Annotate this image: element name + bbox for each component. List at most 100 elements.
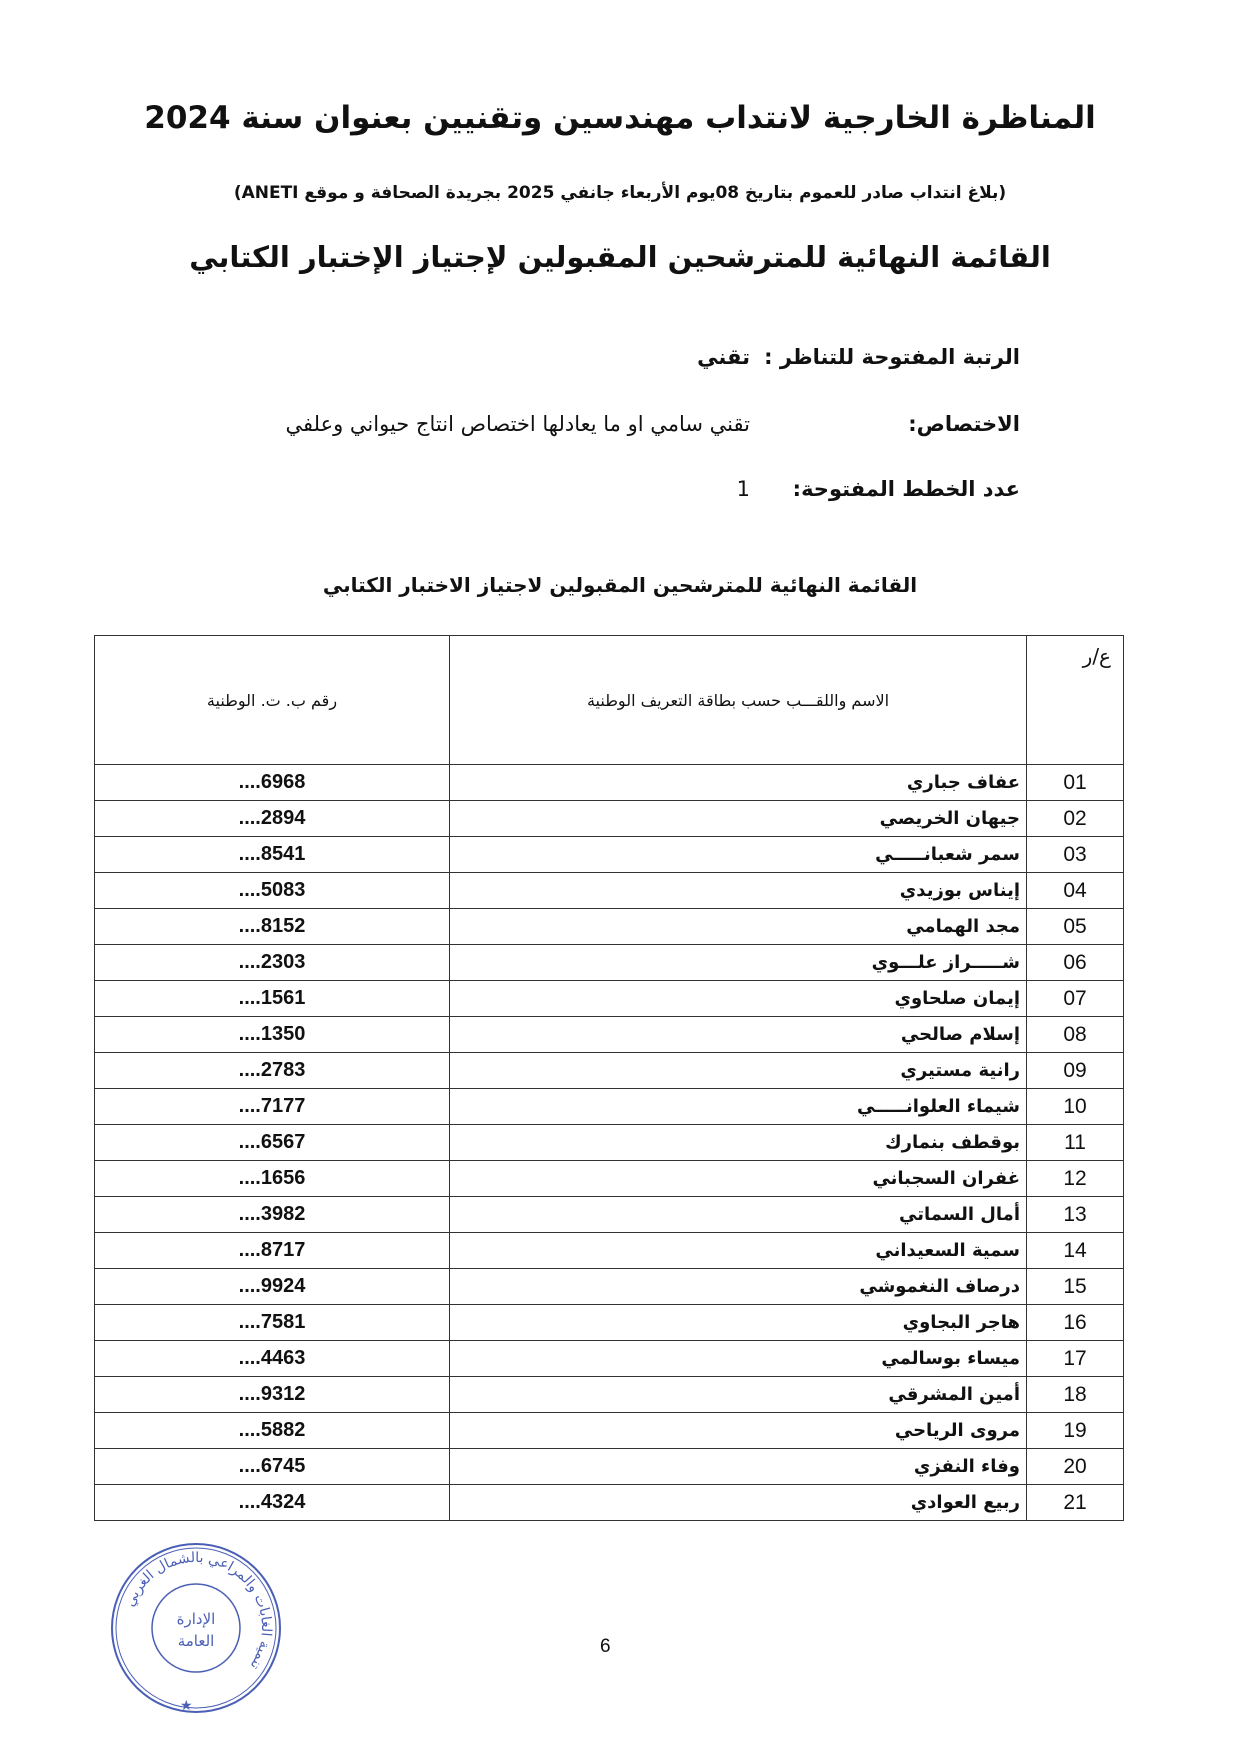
cell-id: ....9924 [94, 1268, 450, 1305]
cell-num: 09 [1026, 1052, 1124, 1089]
table-row: 13 أمال السماتي ....3982 [94, 1196, 1124, 1233]
table-row: 11 بوقطف بنمارك ....6567 [94, 1124, 1124, 1161]
table-row: 03 سمر شعبانـــــي ....8541 [94, 836, 1124, 873]
official-stamp: تنمية الغابات والمراعي بالشمال الغربي ال… [111, 1543, 281, 1714]
page-number: 6 [600, 1636, 611, 1657]
cell-id: ....8541 [94, 836, 450, 873]
list-title: القائمة النهائية للمترشحين المقبولين لإج… [189, 240, 1051, 274]
cell-num: 06 [1026, 944, 1124, 981]
cell-name: بوقطف بنمارك [449, 1124, 1027, 1161]
table-row: 20 وفاء النفزي ....6745 [94, 1448, 1124, 1485]
stamp-center-line2: العامة [178, 1632, 215, 1650]
field-value: تقني سامي او ما يعادلها اختصاص انتاج حيو… [285, 412, 750, 436]
cell-name: مروى الرياحي [449, 1412, 1027, 1449]
cell-num: 05 [1026, 908, 1124, 945]
cell-num: 13 [1026, 1196, 1124, 1233]
table-row: 08 إسلام صالحي ....1350 [94, 1016, 1124, 1053]
cell-name: إيناس بوزيدي [449, 872, 1027, 909]
cell-num: 18 [1026, 1376, 1124, 1413]
table-row: 10 شيماء العلوانـــــي ....7177 [94, 1088, 1124, 1125]
cell-name: أمين المشرقي [449, 1376, 1027, 1413]
cell-name: سمية السعيداني [449, 1232, 1027, 1269]
candidates-table: ع/ر الاسم واللقـــب حسب بطاقة التعريف ال… [94, 635, 1124, 1521]
cell-num: 11 [1026, 1124, 1124, 1161]
cell-id: ....8717 [94, 1232, 450, 1269]
cell-num: 20 [1026, 1448, 1124, 1485]
cell-num: 03 [1026, 836, 1124, 873]
field-positions: عدد الخطط المفتوحة: 1 [220, 477, 1020, 517]
cell-id: ....6745 [94, 1448, 450, 1485]
table-row: 21 ربيع العوادي ....4324 [94, 1484, 1124, 1521]
cell-name: إيمان صلحاوي [449, 980, 1027, 1017]
cell-id: ....7581 [94, 1304, 450, 1341]
table-row: 14 سمية السعيداني ....8717 [94, 1232, 1124, 1269]
table-row: 07 إيمان صلحاوي ....1561 [94, 980, 1124, 1017]
table-row: 01 عفاف جباري ....6968 [94, 764, 1124, 801]
cell-name: رانية مستيري [449, 1052, 1027, 1089]
table-row: 15 درصاف النغموشي ....9924 [94, 1268, 1124, 1305]
field-value: 1 [736, 477, 750, 501]
cell-id: ....4463 [94, 1340, 450, 1377]
cell-id: ....8152 [94, 908, 450, 945]
table-row: 16 هاجر البجاوي ....7581 [94, 1304, 1124, 1341]
cell-name: درصاف النغموشي [449, 1268, 1027, 1305]
cell-num: 16 [1026, 1304, 1124, 1341]
cell-id: ....3982 [94, 1196, 450, 1233]
cell-num: 02 [1026, 800, 1124, 837]
cell-name: شـــــراز علـــوي [449, 944, 1027, 981]
star-icon: ★ [180, 1698, 193, 1714]
cell-id: ....6567 [94, 1124, 450, 1161]
table-row: 09 رانية مستيري ....2783 [94, 1052, 1124, 1089]
cell-id: ....7177 [94, 1088, 450, 1125]
table-row: 04 إيناس بوزيدي ....5083 [94, 872, 1124, 909]
document-title: المناظرة الخارجية لانتداب مهندسين وتقنيي… [144, 100, 1096, 136]
field-label: عدد الخطط المفتوحة: [792, 477, 1020, 501]
field-label: الاختصاص: [908, 412, 1020, 436]
field-grade: الرتبة المفتوحة للتناظر : تقني [220, 345, 1020, 385]
cell-name: وفاء النفزي [449, 1448, 1027, 1485]
cell-num: 04 [1026, 872, 1124, 909]
table-row: 19 مروى الرياحي ....5882 [94, 1412, 1124, 1449]
header-name: الاسم واللقـــب حسب بطاقة التعريف الوطني… [449, 635, 1027, 765]
field-label: الرتبة المفتوحة للتناظر : [764, 345, 1020, 369]
cell-num: 15 [1026, 1268, 1124, 1305]
header-id: رقم ب. ت. الوطنية [94, 635, 450, 765]
cell-num: 21 [1026, 1484, 1124, 1521]
cell-id: ....2783 [94, 1052, 450, 1089]
table-title: القائمة النهائية للمترشحين المقبولين لاج… [322, 573, 918, 597]
cell-id: ....5083 [94, 872, 450, 909]
cell-id: ....2303 [94, 944, 450, 981]
cell-id: ....6968 [94, 764, 450, 801]
cell-name: جيهان الخريصي [449, 800, 1027, 837]
table-row: 18 أمين المشرقي ....9312 [94, 1376, 1124, 1413]
cell-id: ....4324 [94, 1484, 450, 1521]
cell-id: ....1350 [94, 1016, 450, 1053]
stamp-center-line1: الإدارة [177, 1610, 216, 1628]
cell-id: ....5882 [94, 1412, 450, 1449]
table-row: 06 شـــــراز علـــوي ....2303 [94, 944, 1124, 981]
cell-name: عفاف جباري [449, 764, 1027, 801]
cell-id: ....1561 [94, 980, 450, 1017]
cell-num: 10 [1026, 1088, 1124, 1125]
cell-name: مجد الهمامي [449, 908, 1027, 945]
table-row: 12 غفران السجباني ....1656 [94, 1160, 1124, 1197]
header-num: ع/ر [1026, 635, 1124, 765]
cell-id: ....9312 [94, 1376, 450, 1413]
cell-num: 01 [1026, 764, 1124, 801]
field-specialty: الاختصاص: تقني سامي او ما يعادلها اختصاص… [220, 412, 1020, 452]
cell-name: غفران السجباني [449, 1160, 1027, 1197]
cell-name: إسلام صالحي [449, 1016, 1027, 1053]
table-header-row: ع/ر الاسم واللقـــب حسب بطاقة التعريف ال… [94, 635, 1124, 765]
cell-num: 17 [1026, 1340, 1124, 1377]
cell-name: ميساء بوسالمي [449, 1340, 1027, 1377]
cell-name: ربيع العوادي [449, 1484, 1027, 1521]
table-row: 17 ميساء بوسالمي ....4463 [94, 1340, 1124, 1377]
table-row: 05 مجد الهمامي ....8152 [94, 908, 1124, 945]
cell-num: 08 [1026, 1016, 1124, 1053]
cell-num: 14 [1026, 1232, 1124, 1269]
announcement-subtitle: (بلاغ انتداب صادر للعموم بتاريخ 08يوم ال… [233, 183, 1007, 203]
field-value: تقني [697, 345, 750, 369]
cell-id: ....1656 [94, 1160, 450, 1197]
cell-num: 12 [1026, 1160, 1124, 1197]
cell-id: ....2894 [94, 800, 450, 837]
